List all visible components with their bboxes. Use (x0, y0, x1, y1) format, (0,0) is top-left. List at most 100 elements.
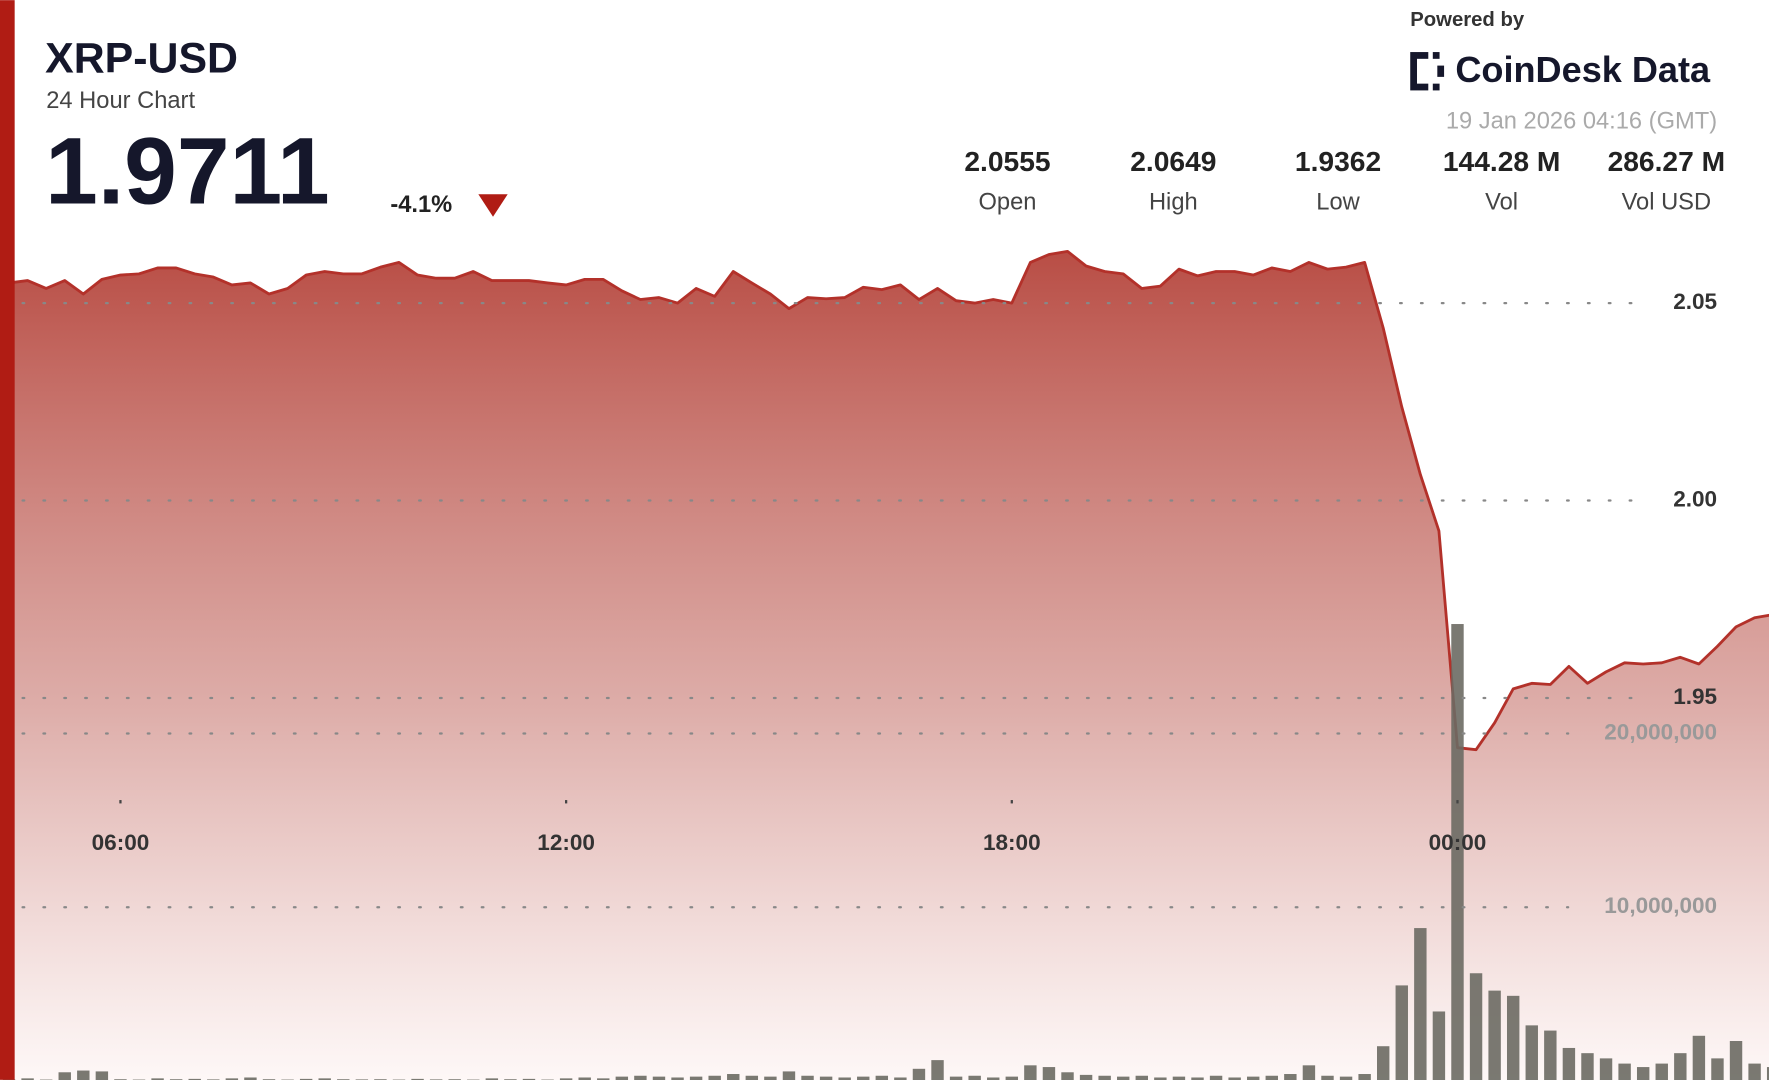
stat-value: 2.0649 (1130, 145, 1216, 177)
volume-bar (299, 1078, 313, 1080)
volume-bar (912, 1068, 926, 1080)
volume-bar (1599, 1058, 1613, 1080)
volume-bar (1655, 1063, 1668, 1080)
volume-bar (1729, 1041, 1743, 1080)
brand-logo (1410, 52, 1445, 91)
volume-bar (782, 1071, 796, 1080)
volume-bar (1191, 1077, 1204, 1080)
volume-bar (1674, 1053, 1687, 1080)
volume-bar (1562, 1047, 1576, 1080)
volume-bar (615, 1076, 629, 1080)
volume-bar (1079, 1074, 1093, 1080)
stat-label: Open (978, 190, 1036, 216)
volume-bar (1228, 1077, 1241, 1080)
volume-bar (652, 1076, 666, 1080)
volume-bar (188, 1078, 201, 1080)
volume-bar (745, 1075, 759, 1080)
volume-bar (318, 1078, 331, 1080)
stat-value: 144.28 M (1443, 145, 1561, 177)
stat-value: 1.9362 (1295, 145, 1381, 177)
volume-bar (151, 1078, 164, 1080)
price-line (8, 249, 1769, 752)
volume-bar (1117, 1076, 1130, 1080)
y2-tick-label: 10,000,000 (1604, 893, 1717, 918)
volume-bar (1376, 1046, 1390, 1080)
volume-bar (1525, 1025, 1538, 1080)
volume-bar (857, 1076, 870, 1080)
stat-label: High (1149, 190, 1198, 216)
volume-bar (1692, 1035, 1706, 1080)
volume-bar (949, 1076, 963, 1080)
volume-bar (578, 1077, 591, 1080)
volume-bar (1506, 995, 1520, 1080)
y2-tick-label: 20,000,000 (1604, 719, 1717, 744)
volume-bar (1618, 1063, 1631, 1080)
volume-bar (1358, 1074, 1371, 1080)
volume-bar (1172, 1076, 1186, 1080)
volume-bar (1544, 1030, 1557, 1080)
volume-bar (95, 1071, 109, 1080)
x-tick-label: 18:00 (983, 830, 1041, 855)
price-change: -4.1% (390, 192, 452, 218)
volume-bar (1488, 990, 1501, 1080)
stat-value: 2.0555 (964, 145, 1050, 177)
volume-bar (244, 1077, 257, 1080)
volume-bar (1135, 1075, 1148, 1080)
chart-subtitle: 24 Hour Chart (46, 88, 195, 114)
volume-bar (838, 1077, 851, 1080)
volume-bar (1414, 928, 1427, 1080)
stat-label: Vol (1485, 190, 1518, 216)
volume-bar (689, 1076, 703, 1080)
volume-bar (819, 1076, 833, 1080)
volume-bar (1154, 1077, 1167, 1080)
volume-bar (894, 1077, 907, 1080)
volume-bar (485, 1078, 499, 1080)
volume-bar (1581, 1053, 1594, 1080)
volume-bar (58, 1072, 71, 1080)
stats: 2.0555 Open 2.0649 High 1.9362 Low 144.28 M Vol… (964, 145, 1725, 215)
powered-by: Powered by (1410, 9, 1525, 31)
price-area (9, 251, 1769, 1080)
volume-bar (522, 1078, 536, 1080)
plot-area: 1.95 2.00 2.05 10,000,000 20,000,000 06:00 12:… (2, 249, 1769, 1080)
current-price: 1.9711 (45, 118, 330, 224)
volume-bar (225, 1078, 239, 1080)
volume-bar (875, 1075, 889, 1080)
volume-bar (1284, 1074, 1297, 1080)
volume-bar (1042, 1067, 1056, 1080)
volume-bar (1395, 985, 1408, 1080)
volume-bar (1265, 1075, 1278, 1080)
volume-bar (1209, 1075, 1223, 1080)
volume-bar (1098, 1075, 1111, 1080)
volume-bar (727, 1074, 740, 1080)
x-tick-label: 00:00 (1429, 830, 1487, 855)
volume-bar (931, 1060, 944, 1080)
y-tick-label: 1.95 (1673, 684, 1717, 709)
volume-bar (801, 1075, 814, 1080)
stat-label: Vol USD (1622, 190, 1712, 216)
volume-bar (1432, 1011, 1446, 1080)
volume-bar (1636, 1067, 1650, 1080)
volume-bar (77, 1070, 90, 1080)
volume-bar (634, 1075, 647, 1080)
stat-value: 286.27 M (1608, 145, 1726, 177)
stat-label: Low (1316, 190, 1360, 216)
volume-bar (1469, 973, 1483, 1080)
volume-bar (671, 1077, 684, 1080)
volume-bar (1766, 1067, 1769, 1080)
volume-bar (764, 1076, 777, 1080)
volume-bar (968, 1075, 981, 1080)
volume-bar (1711, 1058, 1724, 1080)
brand-name: CoinDesk Data (1455, 49, 1711, 90)
accent-bar (0, 0, 15, 1080)
volume-bar (987, 1077, 1000, 1080)
volume-bar (597, 1078, 610, 1080)
volume-bar (411, 1078, 424, 1080)
volume-bar (1302, 1065, 1316, 1080)
volume-bar (1061, 1072, 1074, 1080)
volume-bar (708, 1075, 721, 1080)
volume-bar (1339, 1076, 1353, 1080)
volume-bar (559, 1078, 573, 1080)
